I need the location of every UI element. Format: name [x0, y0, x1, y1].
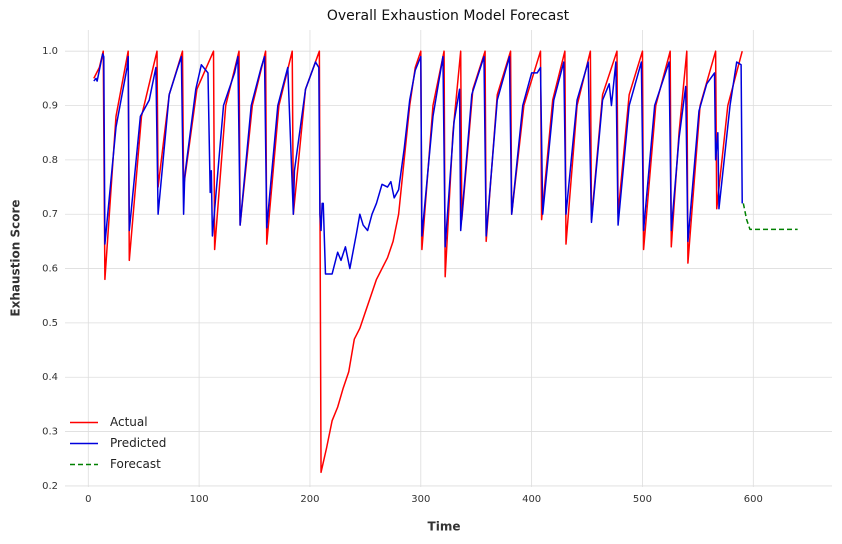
series-line: [93, 53, 743, 275]
x-axis-label: Time: [428, 520, 461, 534]
x-tick-label: 200: [300, 494, 319, 505]
legend-label: Predicted: [110, 436, 166, 450]
y-tick-label: 0.5: [42, 318, 58, 329]
y-tick-label: 0.4: [42, 372, 58, 383]
y-tick-label: 0.7: [42, 209, 58, 220]
x-tick-label: 300: [411, 494, 430, 505]
x-tick-label: 100: [190, 494, 209, 505]
x-tick-label: 400: [522, 494, 541, 505]
chart-title: Overall Exhaustion Model Forecast: [327, 8, 570, 24]
x-tick-label: 600: [744, 494, 763, 505]
y-tick-label: 0.2: [42, 481, 58, 492]
y-tick-label: 0.9: [42, 101, 58, 112]
series-line: [93, 50, 743, 474]
series-line: [742, 203, 798, 231]
legend-label: Forecast: [110, 457, 161, 471]
y-tick-label: 0.3: [42, 427, 58, 438]
y-axis-label: Exhaustion Score: [9, 199, 23, 316]
x-tick-label: 500: [633, 494, 652, 505]
x-tick-label: 0: [85, 494, 91, 505]
y-tick-label: 0.6: [42, 264, 58, 275]
legend-label: Actual: [110, 415, 148, 429]
y-tick-label: 1.0: [42, 46, 58, 57]
y-tick-label: 0.8: [42, 155, 58, 166]
